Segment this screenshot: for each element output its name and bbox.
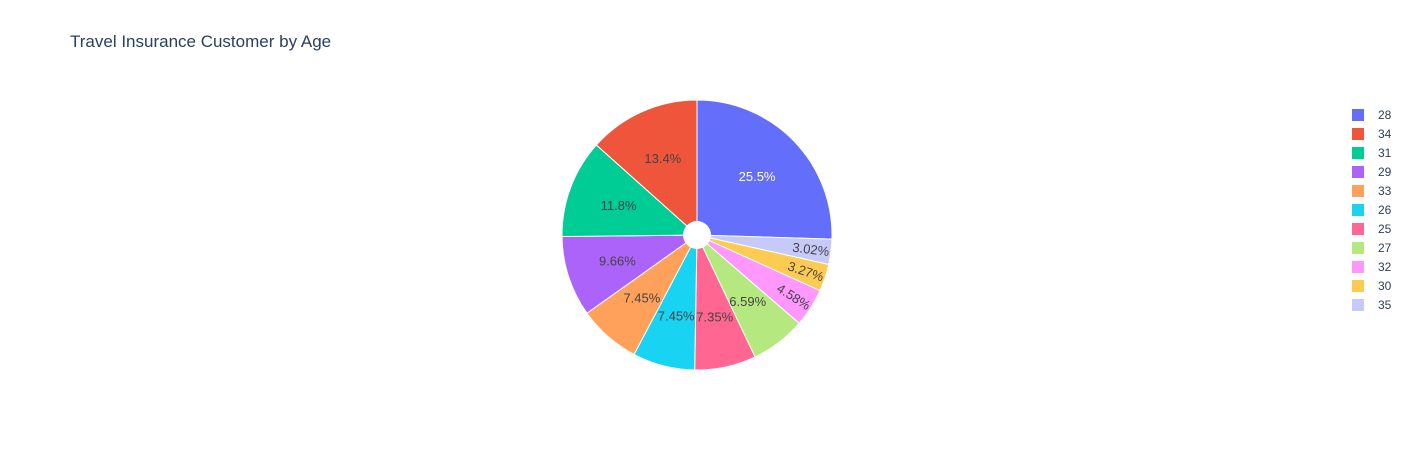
legend-label: 33: [1378, 183, 1392, 198]
slice-label-35: 3.02%: [792, 240, 831, 260]
legend: 28 34 31 29 33 26 25 27 32 30 35: [1352, 105, 1391, 314]
legend-swatch: [1352, 241, 1364, 254]
chart-title: Travel Insurance Customer by Age: [70, 32, 332, 51]
slice-label-26: 7.45%: [658, 309, 695, 324]
pie-slice-34[interactable]: [595, 99, 698, 237]
legend-label: 32: [1378, 259, 1392, 274]
legend-item-29[interactable]: 29: [1352, 162, 1391, 181]
legend-swatch: [1352, 184, 1364, 197]
legend-swatch: [1352, 298, 1364, 311]
legend-swatch: [1352, 222, 1364, 235]
slice-label-33: 7.45%: [623, 290, 660, 305]
legend-item-32[interactable]: 32: [1352, 257, 1391, 276]
slice-label-27: 6.59%: [729, 294, 766, 309]
legend-label: 30: [1378, 278, 1392, 293]
legend-label: 27: [1378, 240, 1392, 255]
legend-swatch: [1352, 108, 1364, 121]
legend-swatch: [1352, 279, 1364, 292]
legend-label: 31: [1378, 145, 1392, 160]
legend-swatch: [1352, 165, 1364, 178]
slice-label-34: 13.4%: [644, 151, 681, 166]
legend-swatch: [1352, 203, 1364, 216]
pie-hole: [683, 221, 711, 249]
slice-label-29: 9.66%: [599, 253, 636, 268]
legend-item-28[interactable]: 28: [1352, 105, 1391, 124]
pie-slice-31[interactable]: [561, 144, 699, 238]
legend-label: 35: [1378, 297, 1392, 312]
legend-item-34[interactable]: 34: [1352, 124, 1391, 143]
legend-swatch: [1352, 127, 1364, 140]
legend-label: 26: [1378, 202, 1392, 217]
slice-label-31: 11.8%: [601, 198, 637, 213]
legend-item-25[interactable]: 25: [1352, 219, 1391, 238]
legend-label: 28: [1378, 107, 1392, 122]
pie-slice-29[interactable]: [561, 234, 699, 314]
legend-item-33[interactable]: 33: [1352, 181, 1391, 200]
legend-label: 34: [1378, 126, 1392, 141]
legend-label: 29: [1378, 164, 1392, 179]
legend-item-27[interactable]: 27: [1352, 238, 1391, 257]
legend-item-30[interactable]: 30: [1352, 276, 1391, 295]
slice-label-25: 7.35%: [696, 309, 733, 324]
pie-slice-28[interactable]: [696, 99, 833, 240]
legend-item-31[interactable]: 31: [1352, 143, 1391, 162]
slice-label-28: 25.5%: [739, 169, 776, 184]
legend-swatch: [1352, 146, 1364, 159]
legend-item-35[interactable]: 35: [1352, 295, 1391, 314]
legend-item-26[interactable]: 26: [1352, 200, 1391, 219]
legend-swatch: [1352, 260, 1364, 273]
legend-label: 25: [1378, 221, 1392, 236]
